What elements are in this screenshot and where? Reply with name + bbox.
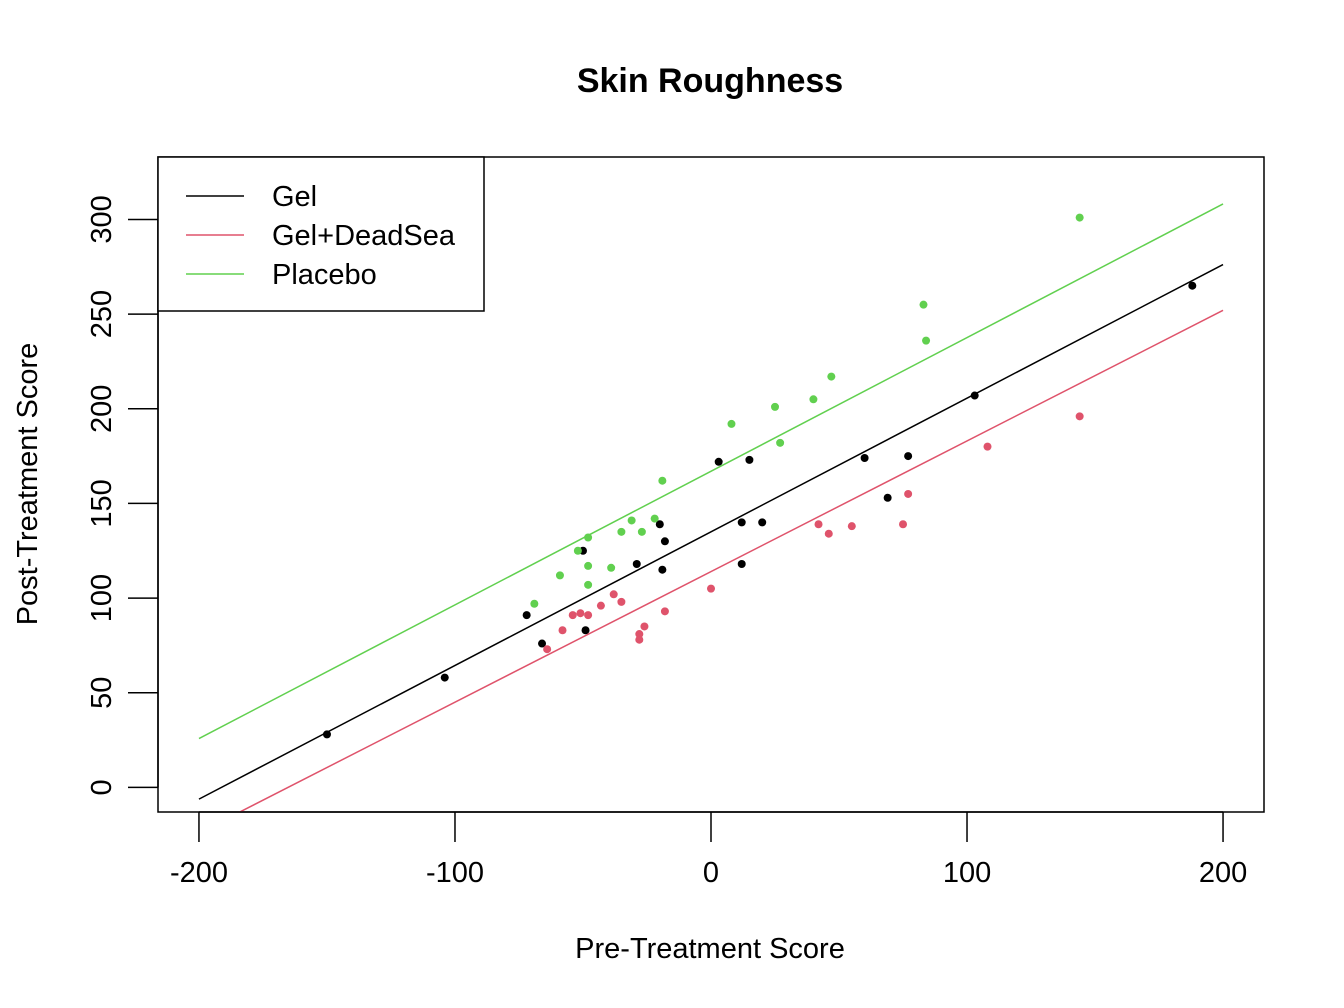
point-placebo bbox=[827, 372, 836, 381]
point-gel bbox=[970, 391, 979, 400]
point-gel-deadsea bbox=[617, 597, 626, 606]
point-placebo bbox=[727, 419, 736, 428]
y-tick-label: 0 bbox=[86, 779, 118, 795]
point-gel-deadsea bbox=[576, 609, 585, 618]
point-gel bbox=[632, 560, 641, 569]
x-tick-label: 0 bbox=[703, 857, 719, 889]
fit-line-gel bbox=[198, 263, 1224, 800]
point-gel bbox=[758, 518, 767, 527]
y-tick-label: 50 bbox=[86, 677, 118, 709]
legend: Gel Gel+DeadSea Placebo bbox=[157, 156, 485, 312]
y-tick-label: 250 bbox=[86, 290, 118, 338]
point-gel-deadsea bbox=[635, 635, 644, 644]
point-gel bbox=[322, 730, 331, 739]
plot-area bbox=[198, 203, 1224, 812]
point-gel-deadsea bbox=[824, 529, 833, 538]
point-gel-deadsea bbox=[983, 442, 992, 451]
point-gel bbox=[538, 639, 547, 648]
chart-title: Skin Roughness bbox=[577, 62, 843, 100]
point-gel bbox=[658, 565, 667, 574]
point-gel bbox=[737, 560, 746, 569]
point-gel-deadsea bbox=[596, 601, 605, 610]
point-placebo bbox=[776, 438, 785, 447]
point-placebo bbox=[584, 580, 593, 589]
y-axis: 0 50 100 150 200 250 300 bbox=[86, 195, 159, 795]
point-gel-deadsea bbox=[847, 522, 856, 531]
x-tick-label: -200 bbox=[170, 857, 228, 889]
legend-label: Placebo bbox=[272, 259, 377, 291]
point-placebo bbox=[650, 514, 659, 523]
point-gel-deadsea bbox=[558, 626, 567, 635]
y-tick-label: 150 bbox=[86, 479, 118, 527]
point-placebo bbox=[617, 527, 626, 536]
point-placebo bbox=[809, 395, 818, 404]
point-gel-deadsea bbox=[814, 520, 823, 529]
point-gel bbox=[440, 673, 449, 682]
x-axis-label: Pre-Treatment Score bbox=[575, 933, 845, 965]
point-gel bbox=[1188, 281, 1197, 290]
point-gel-deadsea bbox=[904, 489, 913, 498]
point-gel bbox=[904, 452, 913, 461]
y-tick-label: 300 bbox=[86, 195, 118, 243]
point-gel bbox=[660, 537, 669, 546]
point-placebo bbox=[530, 599, 539, 608]
point-gel-deadsea bbox=[707, 584, 715, 593]
point-placebo bbox=[1075, 213, 1084, 222]
point-gel bbox=[522, 611, 531, 620]
point-gel-deadsea bbox=[1075, 412, 1084, 421]
point-placebo bbox=[771, 402, 780, 411]
x-tick-label: 100 bbox=[943, 857, 991, 889]
point-gel-deadsea bbox=[584, 611, 593, 620]
fit-line-gel-deadsea bbox=[238, 309, 1224, 812]
y-tick-label: 200 bbox=[86, 385, 118, 433]
point-gel bbox=[737, 518, 746, 527]
point-gel-deadsea bbox=[640, 622, 649, 631]
point-placebo bbox=[584, 561, 593, 570]
point-gel bbox=[581, 626, 590, 635]
point-gel-deadsea bbox=[899, 520, 908, 529]
point-gel-deadsea bbox=[609, 590, 618, 599]
legend-label: Gel bbox=[272, 181, 317, 213]
point-placebo bbox=[607, 563, 616, 572]
point-gel bbox=[714, 457, 723, 466]
point-gel-deadsea bbox=[635, 630, 644, 639]
x-axis: -200 -100 0 100 200 bbox=[170, 811, 1247, 889]
legend-label: Gel+DeadSea bbox=[272, 220, 456, 252]
point-placebo bbox=[922, 336, 931, 345]
legend-box bbox=[157, 156, 485, 312]
y-axis-label: Post-Treatment Score bbox=[12, 343, 44, 626]
point-placebo bbox=[658, 476, 667, 485]
point-placebo bbox=[573, 546, 582, 555]
point-placebo bbox=[919, 300, 928, 309]
point-gel bbox=[860, 453, 869, 462]
point-gel-deadsea bbox=[660, 607, 669, 616]
point-placebo bbox=[584, 533, 593, 542]
x-tick-label: 200 bbox=[1199, 857, 1247, 889]
point-placebo bbox=[637, 527, 646, 536]
point-gel-deadsea bbox=[543, 645, 552, 654]
point-gel-deadsea bbox=[568, 611, 577, 620]
point-placebo bbox=[555, 571, 564, 580]
y-tick-label: 100 bbox=[86, 574, 118, 622]
point-gel bbox=[745, 455, 754, 464]
point-gel bbox=[883, 493, 892, 502]
point-gel bbox=[655, 520, 664, 529]
point-placebo bbox=[627, 516, 636, 525]
x-tick-label: -100 bbox=[426, 857, 484, 889]
fit-line-placebo bbox=[198, 203, 1224, 740]
